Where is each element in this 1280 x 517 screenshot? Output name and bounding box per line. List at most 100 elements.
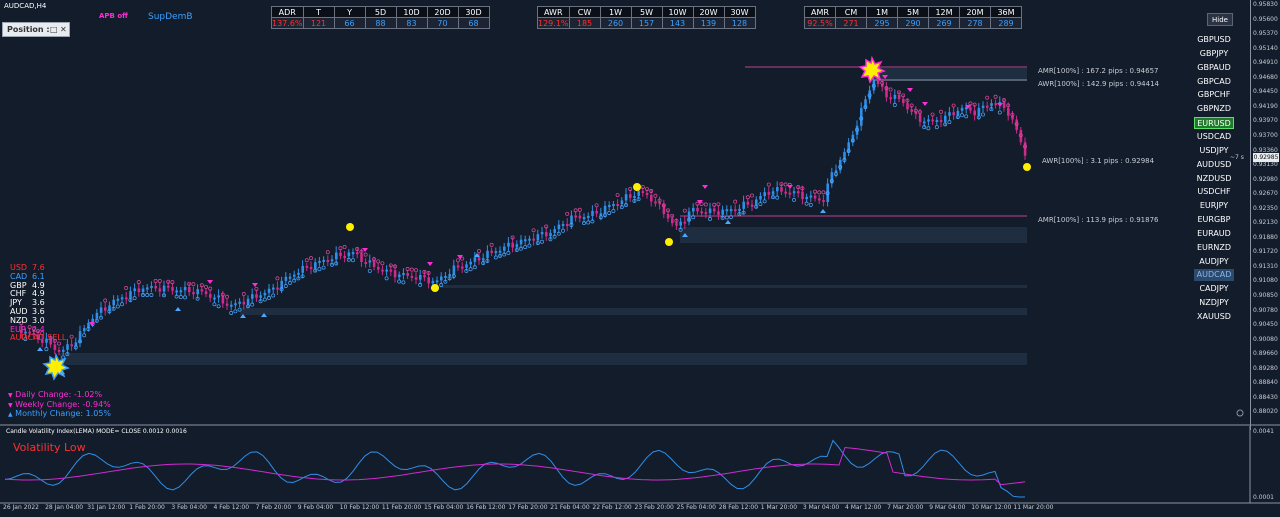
candle [116, 298, 120, 301]
symbol-button-nzdjpy[interactable]: NZDJPY [1199, 298, 1229, 308]
trail-dot [880, 80, 885, 85]
trail-dot [342, 245, 347, 249]
candle [897, 94, 901, 99]
price-axis[interactable] [1250, 0, 1280, 430]
time-label: 9 Mar 04:00 [929, 504, 966, 511]
candle [570, 215, 573, 225]
symbol-button-audusd[interactable]: AUDUSD [1196, 159, 1232, 169]
trail-dot [208, 286, 213, 291]
currency-code: CHF [10, 289, 27, 299]
candle [154, 285, 157, 289]
trail-dot [422, 269, 427, 274]
candle [347, 252, 351, 257]
symbol-button-gbpchf[interactable]: GBPCHF [1197, 90, 1231, 100]
symbol-button-usdcad[interactable]: USDCAD [1196, 131, 1232, 141]
candle [112, 299, 115, 306]
symbol-button-gbpnzd[interactable]: GBPNZD [1196, 104, 1232, 114]
candle [969, 107, 972, 111]
hide-button[interactable]: Hide [1207, 13, 1233, 26]
candle [62, 349, 65, 352]
candle [532, 238, 535, 241]
supdem-badge[interactable]: SupDemB [148, 12, 193, 22]
candle [683, 221, 687, 224]
symbol-button-eurusd[interactable]: EURUSD [1194, 117, 1234, 130]
table-header: 1M [866, 6, 898, 18]
trail-dot [384, 276, 389, 281]
candle [633, 195, 636, 198]
candle [906, 103, 909, 110]
trail-dot [897, 90, 901, 95]
candle [255, 294, 258, 298]
table-header: 36M [990, 6, 1022, 18]
position-panel[interactable]: Position : □ ✕ [2, 22, 70, 37]
symbol-button-gbpjpy[interactable]: GBPJPY [1199, 48, 1229, 58]
candle [444, 275, 447, 278]
symbol-button-gbpaud[interactable]: GBPAUD [1197, 62, 1231, 72]
price-label: 0.91880 [1253, 233, 1278, 241]
trail-dot [867, 93, 872, 98]
symbol-button-cadjpy[interactable]: CADJPY [1199, 284, 1229, 294]
candle [440, 276, 443, 281]
trail-dot [212, 302, 217, 307]
currency-value: 6.1 [32, 271, 45, 281]
trail-dot [573, 208, 578, 213]
trail-dot [510, 235, 515, 240]
symbol-button-eurjpy[interactable]: EURJPY [1199, 201, 1229, 211]
trail-dot [943, 122, 948, 127]
trail-dot [703, 202, 708, 207]
trail-dot [296, 276, 301, 281]
trail-dot [1006, 103, 1011, 108]
trail-dot [939, 109, 943, 114]
symbol-button-nzdusd[interactable]: NZDUSD [1196, 173, 1232, 183]
trail-dot [989, 107, 994, 112]
awr-table: AWR CW 1W 5W 10W 20W 30W 129.1% 185 260 157 143 139 1… [537, 6, 756, 29]
trail-dot [204, 284, 208, 289]
candle [301, 265, 304, 273]
symbol-button-gbpcad[interactable]: GBPCAD [1197, 76, 1231, 86]
candle [654, 201, 657, 204]
symbol-button-audcad[interactable]: AUDCAD [1194, 269, 1234, 282]
candle [717, 211, 720, 215]
price-label: 0.88840 [1253, 379, 1278, 387]
symbol-button-gbpusd[interactable]: GBPUSD [1197, 35, 1231, 44]
trail-dot [220, 292, 225, 297]
trail-dot [489, 242, 494, 247]
window-icon[interactable]: □ [50, 25, 58, 34]
trail-dot [275, 276, 280, 281]
trail-dot [464, 268, 469, 273]
close-icon[interactable]: ✕ [60, 25, 67, 34]
candle [335, 252, 338, 260]
symbol-button-usdjpy[interactable]: USDJPY [1199, 145, 1229, 155]
chart-scroll-icon[interactable] [1236, 409, 1244, 417]
trail-dot [481, 261, 486, 265]
trail-dot [195, 296, 200, 301]
trail-dot [40, 331, 45, 336]
candle [889, 97, 892, 100]
candle [486, 250, 489, 259]
trail-dot [859, 116, 864, 121]
trail-dot [183, 295, 187, 300]
candle [792, 191, 796, 194]
symbol-button-eurnzd[interactable]: EURNZD [1196, 242, 1232, 252]
arrow-up-icon [240, 314, 246, 318]
symbol-button-audjpy[interactable]: AUDJPY [1199, 256, 1229, 266]
trail-dot [1023, 144, 1027, 149]
candle [788, 192, 792, 195]
trail-dot [997, 110, 1002, 115]
candle [326, 259, 330, 262]
symbol-button-eurgbp[interactable]: EURGBP [1197, 215, 1231, 225]
trail-dot [141, 293, 145, 297]
arrow-down-icon [702, 185, 708, 189]
symbol-button-xauusd[interactable]: XAUUSD [1197, 312, 1231, 321]
candle [503, 246, 506, 251]
candle [771, 191, 775, 195]
price-label: 0.94190 [1253, 102, 1278, 110]
arrow-up-icon: ▲ [8, 411, 13, 418]
symbol-button-usdchf[interactable]: USDCHF [1197, 187, 1231, 197]
demand-zone [240, 308, 1027, 315]
symbol-button-euraud[interactable]: EURAUD [1197, 228, 1231, 238]
time-label: 7 Feb 20:00 [255, 504, 292, 511]
trail-dot [1018, 133, 1023, 138]
apb-badge[interactable]: APB off [99, 12, 128, 20]
